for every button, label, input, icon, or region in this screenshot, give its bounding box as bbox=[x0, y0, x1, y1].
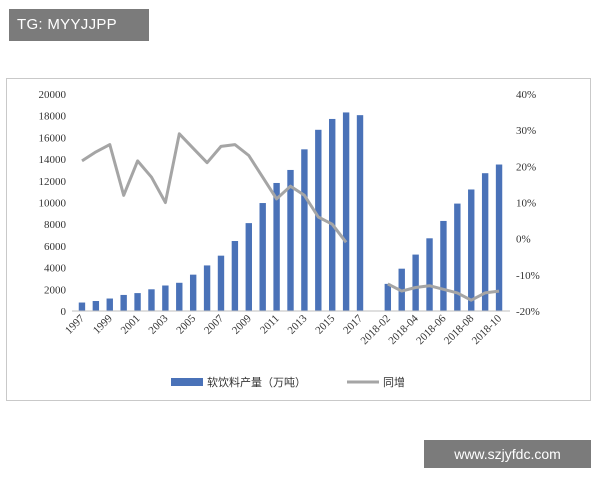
left-tick-label: 4000 bbox=[44, 263, 67, 275]
bar bbox=[120, 294, 127, 311]
bar bbox=[148, 289, 155, 311]
x-tick-label: 2018-08 bbox=[442, 312, 477, 347]
x-tick-label: 2005 bbox=[174, 312, 198, 336]
bar bbox=[384, 283, 392, 311]
bar bbox=[203, 265, 211, 311]
bar bbox=[106, 298, 113, 311]
tag-badge: TG: MYYJJPP bbox=[9, 9, 149, 41]
x-tick-label: 2018-02 bbox=[359, 313, 393, 347]
x-tick-label: 2017 bbox=[341, 312, 365, 336]
bar bbox=[259, 203, 266, 311]
x-tick-label: 2018-10 bbox=[470, 312, 505, 347]
left-axis: 0 2000 4000 6000 8000 10000 12000 14000 16000 180… bbox=[39, 89, 67, 318]
bar bbox=[176, 282, 183, 311]
right-tick-label: -10% bbox=[516, 270, 540, 282]
x-tick-label: 2018-04 bbox=[386, 312, 421, 347]
legend-bar-label: 软饮料产量（万吨） bbox=[207, 375, 306, 389]
left-tick-label: 10000 bbox=[39, 198, 67, 210]
bar-series bbox=[78, 112, 503, 311]
x-tick-label: 2007 bbox=[202, 312, 226, 336]
bar bbox=[92, 301, 100, 311]
legend: 软饮料产量（万吨） 同增 bbox=[171, 375, 405, 389]
x-tick-label: 2001 bbox=[119, 313, 143, 337]
bar bbox=[134, 293, 141, 311]
bar bbox=[231, 241, 239, 311]
production-chart: 0 2000 4000 6000 8000 10000 12000 14000 16000 180… bbox=[39, 89, 540, 389]
right-tick-label: 0% bbox=[516, 234, 531, 246]
bar bbox=[468, 189, 475, 311]
growth-line bbox=[81, 132, 348, 244]
left-tick-label: 2000 bbox=[44, 284, 67, 296]
left-tick-label: 8000 bbox=[44, 219, 67, 231]
right-tick-label: 10% bbox=[516, 198, 536, 210]
bar bbox=[426, 238, 433, 311]
bar bbox=[287, 169, 294, 311]
right-tick-label: 40% bbox=[516, 89, 536, 101]
bar bbox=[454, 203, 461, 311]
right-tick-label: -20% bbox=[516, 306, 540, 318]
left-tick-label: 14000 bbox=[39, 154, 67, 166]
bar bbox=[162, 285, 169, 311]
bar bbox=[189, 274, 197, 311]
right-axis: -20% -10% 0% 10% 20% 30% 40% bbox=[516, 89, 540, 318]
bar bbox=[440, 220, 447, 311]
x-tick-label: 2003 bbox=[146, 312, 170, 336]
x-tick-label: 2011 bbox=[258, 313, 282, 337]
left-tick-label: 0 bbox=[61, 306, 67, 318]
bar bbox=[495, 164, 503, 311]
bar bbox=[329, 118, 336, 311]
legend-line-label: 同增 bbox=[383, 375, 405, 389]
right-tick-label: 20% bbox=[516, 161, 536, 173]
bar bbox=[315, 129, 322, 311]
left-tick-label: 20000 bbox=[39, 89, 67, 101]
legend-bar-swatch bbox=[171, 378, 203, 386]
right-tick-label: 30% bbox=[516, 125, 536, 137]
bar bbox=[481, 173, 489, 311]
url-badge: www.szjyfdc.com bbox=[424, 440, 591, 468]
bar bbox=[342, 112, 350, 311]
x-tick-label: 2018-06 bbox=[414, 312, 449, 347]
x-tick-label: 2015 bbox=[313, 312, 337, 336]
left-tick-label: 16000 bbox=[39, 132, 67, 144]
left-tick-label: 12000 bbox=[39, 176, 67, 188]
x-tick-label: 1999 bbox=[91, 312, 115, 336]
bar bbox=[217, 255, 225, 311]
left-tick-label: 6000 bbox=[44, 241, 67, 253]
chart-frame: 0 2000 4000 6000 8000 10000 12000 14000 16000 180… bbox=[6, 78, 591, 401]
bar bbox=[356, 115, 364, 311]
x-tick-label: 2013 bbox=[285, 312, 309, 336]
bar bbox=[273, 182, 280, 311]
x-tick-label: 2009 bbox=[230, 312, 254, 336]
x-tick-label: 1997 bbox=[63, 312, 87, 336]
x-axis: 1997 1999 2001 2003 2005 2007 2009 2011 2013 2015… bbox=[63, 310, 510, 347]
bar bbox=[412, 254, 419, 311]
line-series bbox=[81, 132, 500, 302]
bar bbox=[301, 149, 308, 311]
bar bbox=[78, 302, 86, 311]
bar bbox=[245, 223, 252, 311]
growth-line bbox=[387, 282, 500, 302]
left-tick-label: 18000 bbox=[39, 111, 67, 123]
